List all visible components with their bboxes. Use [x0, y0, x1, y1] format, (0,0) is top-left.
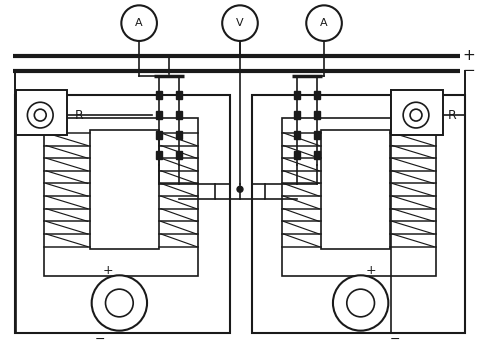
Circle shape [333, 275, 388, 331]
Circle shape [34, 109, 46, 121]
Circle shape [222, 5, 258, 41]
Text: −: − [390, 333, 400, 346]
Bar [321, 130, 390, 248]
Bar [314, 151, 320, 158]
Bar [15, 90, 67, 135]
Circle shape [92, 275, 147, 331]
Circle shape [121, 5, 157, 41]
Bar [314, 131, 320, 139]
Text: +: + [102, 264, 113, 277]
Bar [294, 151, 300, 158]
Circle shape [347, 289, 374, 317]
Bar [14, 95, 230, 333]
Circle shape [410, 109, 422, 121]
Text: −: − [463, 63, 475, 78]
Text: R: R [75, 109, 84, 121]
Text: A: A [135, 18, 143, 28]
Text: −: − [95, 333, 105, 346]
Bar [176, 111, 181, 119]
Text: R: R [448, 109, 456, 121]
Bar [156, 91, 162, 99]
Circle shape [237, 186, 243, 192]
Bar [314, 111, 320, 119]
Bar [44, 118, 198, 276]
Bar [176, 151, 181, 158]
Text: V: V [236, 18, 244, 28]
Bar [391, 90, 443, 135]
Bar [176, 131, 181, 139]
Bar [156, 111, 162, 119]
Bar [176, 91, 181, 99]
Text: A: A [320, 18, 328, 28]
Circle shape [27, 102, 53, 128]
Bar [156, 151, 162, 158]
Bar [314, 91, 320, 99]
Text: +: + [365, 264, 376, 277]
Circle shape [403, 102, 429, 128]
Bar [252, 95, 466, 333]
Bar [294, 111, 300, 119]
Text: +: + [463, 48, 475, 63]
Bar [282, 118, 436, 276]
Bar [294, 131, 300, 139]
Bar [156, 131, 162, 139]
Bar [90, 130, 159, 248]
Bar [294, 91, 300, 99]
Circle shape [106, 289, 133, 317]
Circle shape [306, 5, 342, 41]
